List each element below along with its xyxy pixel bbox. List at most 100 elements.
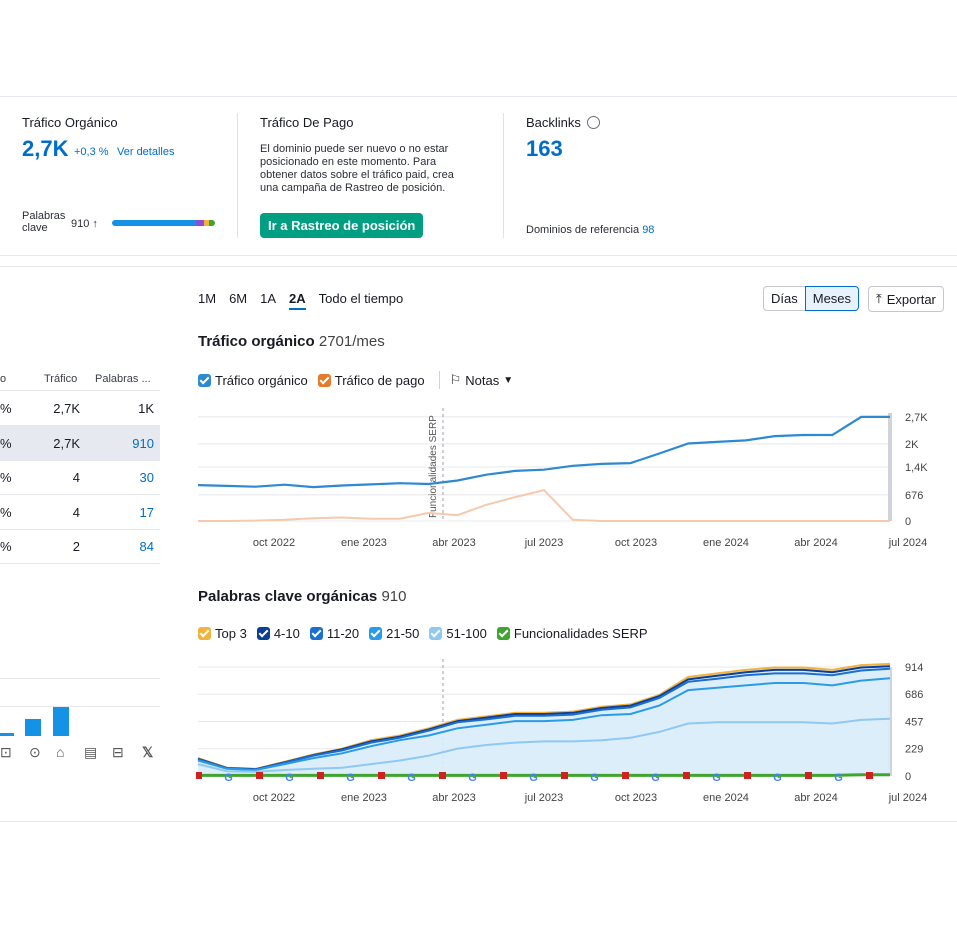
x-twitter-icon[interactable]: 𝕏 [142, 744, 154, 760]
x-tick-label: abr 2023 [432, 537, 475, 549]
annotation-flag-icon [744, 772, 751, 779]
legend-21-50[interactable]: 21-50 [369, 626, 419, 641]
position-tracking-button[interactable]: Ir a Rastreo de posición [260, 213, 424, 238]
notes-dropdown[interactable]: ⚐ Notas ▼ [449, 372, 514, 388]
keywords-cell[interactable]: 84 [139, 539, 154, 554]
table-header-share: o [0, 373, 7, 385]
range-1a[interactable]: 1A [260, 291, 277, 306]
mini-chart-grid [0, 678, 160, 679]
annotation-flag-icon [196, 772, 202, 779]
y-tick-label: 914 [905, 662, 923, 674]
table-row[interactable]: % 4 17 [0, 495, 160, 530]
y-tick-label: 0 [905, 771, 911, 783]
news-icon[interactable]: ▤ [84, 744, 98, 760]
keywords-legend: Top 3 4-10 11-20 21-50 51-100 Funcionalidades… [198, 626, 658, 641]
summary-divider [503, 113, 504, 238]
traffic-legend: Tráfico orgánico Tráfico de pago ⚐ Notas ▼ [198, 371, 523, 389]
legend-top-3[interactable]: Top 3 [198, 626, 247, 641]
google-update-icon: G [590, 772, 599, 784]
checkbox-icon [429, 627, 443, 640]
annotation-flag-icon [256, 772, 263, 779]
x-tick-label: oct 2023 [615, 537, 657, 549]
range-todo-el-tiempo[interactable]: Todo el tiempo [318, 291, 404, 306]
checkbox-icon [198, 373, 211, 387]
summary-divider [237, 113, 238, 238]
share-cell: % [0, 504, 12, 520]
backlinks-value[interactable]: 163 [526, 136, 563, 161]
table-row[interactable]: % 2,7K 910 [0, 425, 160, 461]
table-row[interactable]: % 2 84 [0, 529, 160, 564]
upload-icon: ⤒ [876, 291, 882, 306]
series-line-21-50 [197, 677, 891, 772]
keywords-chart-value: 910 [381, 588, 407, 605]
backlinks-label: Backlinks [526, 115, 600, 130]
table-header-keywords[interactable]: Palabras ... [95, 373, 151, 385]
info-globe-icon[interactable] [586, 116, 600, 129]
graduation-cap-icon[interactable]: ⌂ [56, 744, 65, 760]
table-row[interactable]: % 2,7K 1K [0, 391, 160, 426]
legend-funcionalidades-serp[interactable]: Funcionalidades SERP [496, 626, 648, 641]
legend-organic-traffic[interactable]: Tráfico orgánico [198, 373, 308, 388]
checkbox-icon [256, 627, 270, 640]
months-button[interactable]: Meses [804, 286, 860, 311]
x-tick-label: oct 2022 [253, 792, 295, 804]
google-update-icon: G [529, 772, 538, 784]
legend-divider [438, 371, 440, 389]
google-update-icon: G [224, 772, 233, 784]
google-update-icon: G [773, 772, 782, 784]
review-icon[interactable]: ⊡ [0, 744, 12, 760]
granularity-toggle: Días Meses [763, 286, 860, 311]
annotation-flag-icon [317, 772, 324, 779]
keywords-cell[interactable]: 17 [139, 504, 154, 520]
summary-card [0, 96, 957, 256]
checkbox-icon [369, 627, 383, 640]
y-tick-label: 1,4K [905, 462, 928, 474]
range-6m[interactable]: 6M [229, 291, 248, 306]
x-tick-label: jul 2023 [524, 792, 564, 804]
series-line-51-100 [197, 717, 891, 773]
view-details-link[interactable]: Ver detalles [117, 146, 175, 158]
mini-bar [0, 733, 14, 736]
legend-11-20[interactable]: 11-20 [309, 626, 359, 641]
table-row[interactable]: % 4 30 [0, 460, 160, 495]
annotation-flag-icon [683, 772, 690, 779]
location-pin-icon[interactable]: ⊙ [29, 744, 41, 760]
legend-4-10[interactable]: 4-10 [256, 626, 300, 641]
range-2a[interactable]: 2A [289, 291, 306, 310]
flag-icon: ⚐ [449, 372, 462, 387]
time-range-selector: 1M 6M 1A 2A Todo el tiempo [198, 291, 403, 310]
legend-51-100[interactable]: 51-100 [429, 626, 487, 641]
paid-traffic-message: El dominio puede ser nuevo o no estar po… [260, 143, 454, 194]
legend-paid-traffic[interactable]: Tráfico de pago [317, 373, 425, 388]
y-tick-label: 686 [905, 689, 923, 701]
share-cell: % [0, 539, 12, 554]
x-tick-label: ene 2024 [703, 792, 749, 804]
keywords-cell[interactable]: 30 [139, 470, 154, 485]
annotation-flag-icon [500, 772, 507, 779]
export-button[interactable]: ⤒ Exportar [868, 286, 944, 312]
table-header-traffic[interactable]: Tráfico [44, 373, 78, 385]
share-cell: % [0, 435, 12, 451]
x-tick-label: abr 2024 [794, 537, 837, 549]
keywords-cell[interactable]: 910 [132, 435, 154, 451]
annotation-flag-icon [622, 772, 629, 779]
serp-annotation-label: Funcionalidades SERP [428, 415, 439, 518]
referring-domains-value[interactable]: 98 [642, 224, 655, 236]
area-fill [198, 663, 890, 776]
checkbox-icon [309, 627, 323, 640]
keywords-value[interactable]: 910 ↑ [71, 218, 98, 230]
google-update-icon: G [407, 772, 416, 784]
share-cell: % [0, 401, 12, 416]
organic-traffic-value[interactable]: 2,7K [22, 136, 69, 161]
x-tick-label: ene 2023 [341, 537, 387, 549]
range-1m[interactable]: 1M [198, 291, 217, 306]
keywords-label: Palabras clave [22, 210, 66, 234]
keywords-distribution-bar [112, 220, 215, 226]
briefcase-icon[interactable]: ⊟ [112, 744, 124, 760]
traffic-chart-title: Tráfico orgánico 2701/mes [198, 333, 385, 350]
table-divider [0, 390, 160, 391]
traffic-chart[interactable]: 0 676 1,4K 2K 2,7K Funcionalidades SERP oct 20… [196, 400, 957, 560]
days-button[interactable]: Días [763, 286, 806, 311]
y-tick-label: 2K [905, 439, 919, 451]
